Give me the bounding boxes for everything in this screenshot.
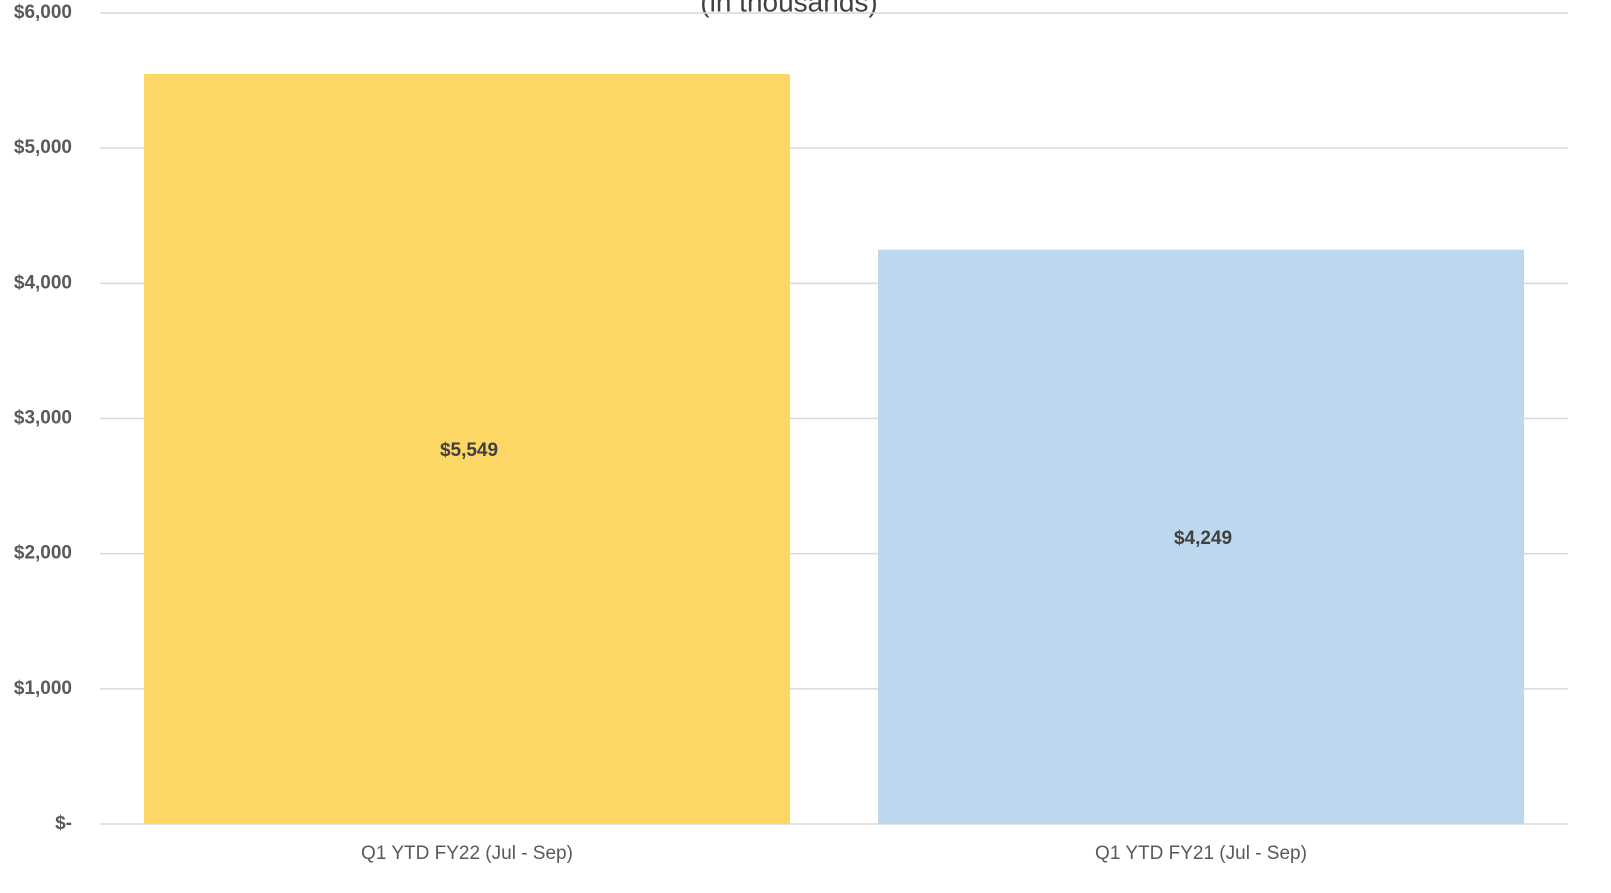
x-tick-label: Q1 YTD FY22 (Jul - Sep) bbox=[361, 843, 573, 864]
y-tick-label: $1,000 bbox=[14, 678, 72, 699]
y-tick-label: $2,000 bbox=[14, 543, 72, 564]
bar bbox=[144, 73, 790, 825]
y-tick-label: $5,000 bbox=[14, 137, 72, 158]
x-tick-label: Q1 YTD FY21 (Jul - Sep) bbox=[1095, 843, 1307, 864]
y-tick-label: $- bbox=[55, 813, 72, 834]
y-tick-label: $6,000 bbox=[14, 2, 72, 23]
y-tick-label: $3,000 bbox=[14, 408, 72, 429]
bar bbox=[878, 249, 1524, 825]
value-label: $4,249 bbox=[1174, 528, 1232, 549]
value-label: $5,549 bbox=[440, 440, 498, 461]
chart-subtitle: (in thousands) bbox=[700, 0, 877, 17]
y-tick-label: $4,000 bbox=[14, 272, 72, 293]
